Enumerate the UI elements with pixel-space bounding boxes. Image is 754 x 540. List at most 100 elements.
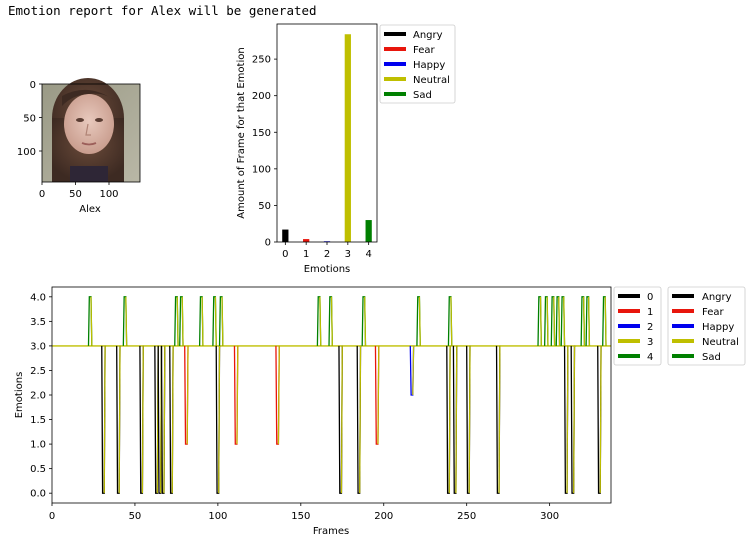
thumbnail-x-ticks: 0 50 100 [39,182,119,200]
thumbnail-y-tick-label: 0 [30,80,36,91]
bar-legend-label: Angry [413,30,443,41]
line-excursion [409,345,415,396]
report-title: Emotion report for Alex will be generate… [8,3,317,18]
line-excursion [374,345,380,445]
line-excursion-return [186,345,189,445]
line-legend-numeric: 0 1 2 3 4 [613,286,662,366]
line-y-tick-label: 0.0 [30,489,46,500]
thumbnail-xlabel: Alex [79,204,101,215]
line-excursion-return [546,296,549,346]
bar-x-tick-label: 3 [345,249,351,260]
line-excursion-return [218,345,221,494]
bar-legend-label: Happy [413,60,445,71]
bar-legend-label: Fear [413,45,435,56]
line-excursion-return [214,296,217,346]
line-excursion [101,345,106,494]
line-excursion-return [498,345,501,494]
line-legend-name-label: Neutral [702,337,739,348]
bar-y-tick-label: 0 [265,238,271,249]
line-excursion-return [539,296,542,346]
thumbnail-y-ticks: 0 50 100 [17,80,42,158]
line-excursion-return [566,345,569,494]
line-legend-name-label: Happy [702,322,734,333]
line-chart: 0.00.51.01.52.02.53.03.54.0 0 50 100 150 200… [14,286,746,537]
bar-y-axis: 0 50 100 150 200 250 [252,55,277,249]
line-excursion [233,345,239,445]
line-excursion [537,296,542,346]
bar-angry [282,229,289,242]
line-excursion-return [558,296,561,346]
line-excursion [212,296,217,346]
line-excursion [585,296,591,346]
line-excursion [87,296,93,346]
line-excursion [580,296,586,346]
bar-marks [282,34,372,243]
line-y-tick-label: 4.0 [30,292,46,303]
line-legend-num-label: 4 [647,352,653,363]
line-excursion-return [236,345,239,445]
line-excursion-return [377,345,380,445]
bar-legend: Angry Fear Happy Neutral Sad [379,24,456,104]
bar-x-tick-label: 1 [303,249,309,260]
line-x-tick-label: 250 [457,511,476,522]
line-legend-num-label: 3 [647,337,653,348]
line-legend-num-label: 1 [647,307,653,318]
line-y-tick-label: 1.5 [30,415,46,426]
line-x-tick-label: 100 [208,511,227,522]
line-ylabel: Emotions [14,372,25,419]
line-excursion-return [563,296,566,346]
line-excursion [184,345,189,445]
line-excursion-return [583,296,586,346]
bar-y-tick-label: 50 [258,201,271,212]
bar-chart: 0 50 100 150 200 250 0 1 2 3 4 Emotions Amount of… [236,23,456,275]
line-legend-name-label: Sad [702,352,721,363]
bar-x-tick-label: 0 [282,249,288,260]
line-excursion-return [450,296,453,346]
line-excursion [328,296,333,346]
line-excursion-return [364,296,367,346]
line-x-tick-label: 0 [49,511,55,522]
line-excursion [602,296,607,346]
line-excursion-return [599,345,602,494]
line-y-tick-label: 2.0 [30,391,46,402]
bar-fear [303,239,310,242]
line-excursion-return [573,345,576,494]
line-excursion [543,296,549,346]
line-excursion [275,345,280,445]
line-legend-name-label: Angry [702,292,732,303]
line-excursion-return [181,296,184,346]
bar-y-tick-label: 150 [252,128,271,139]
line-marks [52,296,611,494]
line-excursion-return [553,296,556,346]
line-excursion [356,345,362,494]
bar-legend-box [379,24,456,104]
line-excursion-return [176,296,179,346]
line-excursion-return [90,296,93,346]
line-excursion-return [141,345,144,494]
bar-x-tick-label: 2 [324,249,330,260]
line-excursion [447,296,453,346]
line-excursion [555,296,561,346]
line-xlabel: Frames [313,526,349,537]
line-excursion-return [418,296,421,346]
line-x-tick-label: 150 [291,511,310,522]
line-plot-frame [51,286,612,504]
line-excursion [316,296,322,346]
line-excursion-return [125,296,128,346]
line-y-tick-label: 3.0 [30,341,46,352]
line-excursion [563,345,569,494]
line-excursion-return [118,345,121,494]
line-excursion [218,296,224,346]
line-excursion [570,345,576,494]
line-excursion-return [221,296,224,346]
bar-ylabel: Amount of Frame for that Emotion [236,47,247,218]
line-legend-names: Angry Fear Happy Neutral Sad [667,286,746,366]
bar-neutral [344,34,351,243]
line-excursion-return [412,345,415,396]
thumbnail-panel: 0 50 100 0 50 100 Alex [17,78,141,215]
line-excursion [116,345,121,494]
line-legend-num-label: 0 [647,292,653,303]
line-excursion [416,296,421,346]
line-excursion [466,345,471,494]
line-excursion [446,345,451,494]
